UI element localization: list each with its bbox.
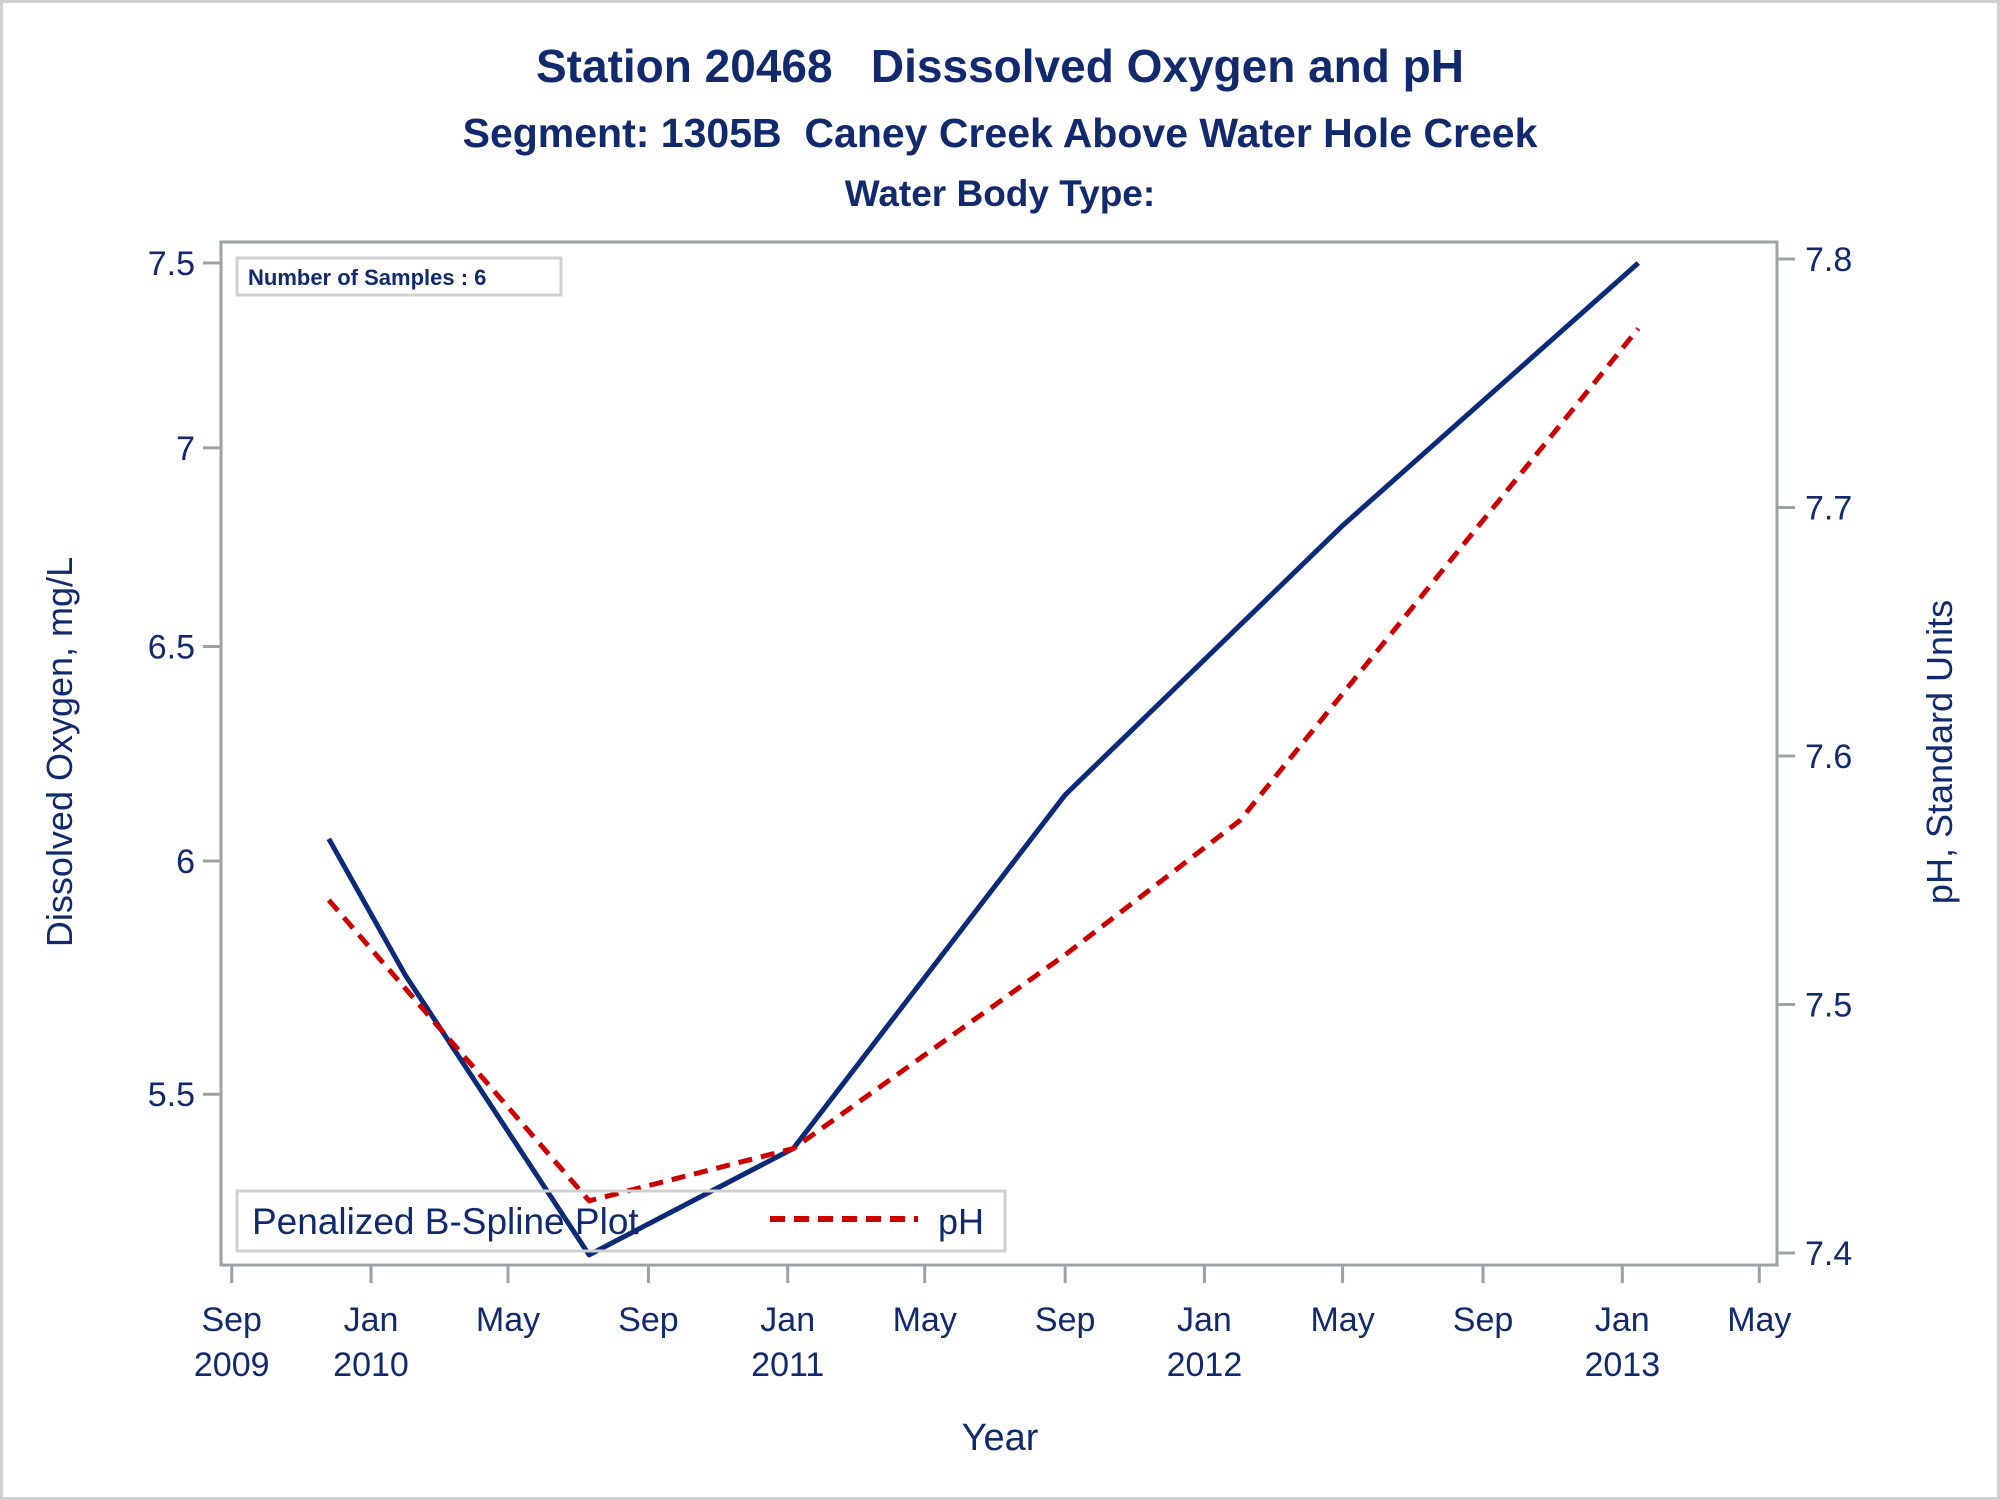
x-tick-label: Jan <box>1595 1301 1650 1339</box>
y-axis-left: 7.5 7 6.5 6 5.5 <box>148 245 221 1114</box>
chart-subtitle-2: Water Body Type: <box>845 173 1155 214</box>
x-tick-label: Sep <box>201 1301 262 1339</box>
y-left-tick-label: 7 <box>176 430 195 468</box>
annotation-text: Number of Samples : 6 <box>248 265 486 290</box>
y-axis-left-label: Dissolved Oxygen, mg/L <box>39 557 80 947</box>
y-left-tick-label: 7.5 <box>148 245 195 283</box>
sample-count-annotation: Number of Samples : 6 <box>235 256 563 297</box>
y-axis-right: 7.8 7.7 7.6 7.5 7.4 <box>1777 241 1852 1273</box>
x-tick-label: Sep <box>1453 1301 1514 1339</box>
x-tick-label: May <box>1727 1301 1791 1339</box>
legend-box <box>235 1189 1007 1253</box>
y-axis-right-label: pH, Standard Units <box>1919 600 1960 904</box>
chart-title: Station 20468 Disssolved Oxygen and pH <box>536 40 1464 92</box>
y-right-tick-label: 7.4 <box>1805 1235 1852 1273</box>
x-tick-label: Sep <box>1035 1301 1096 1339</box>
x-axis-label: Year <box>962 1417 1039 1459</box>
y-right-tick-label: 7.6 <box>1805 738 1852 776</box>
series-layer <box>326 261 1641 1258</box>
x-tick-label: Jan <box>344 1301 399 1339</box>
x-tick-label: May <box>476 1301 540 1339</box>
series-line-ph <box>326 327 1641 1204</box>
x-tick-label: Sep <box>618 1301 679 1339</box>
y-right-tick-label: 7.8 <box>1805 241 1852 279</box>
chart-subtitle: Segment: 1305B Caney Creek Above Water H… <box>463 110 1538 156</box>
x-tick-label: May <box>893 1301 957 1339</box>
y-left-tick-label: 5.5 <box>148 1076 195 1114</box>
y-left-tick-label: 6.5 <box>148 629 195 667</box>
x-tick-label: Jan <box>1177 1301 1232 1339</box>
x-axis: Sep 2009 Jan 2010 May Sep Jan 2011 May Sep Jan 2012… <box>194 1265 1791 1384</box>
x-tick-label: Jan <box>760 1301 815 1339</box>
y-right-tick-label: 7.7 <box>1805 490 1852 528</box>
x-tick-year-label: 2010 <box>333 1346 409 1384</box>
x-tick-year-label: 2013 <box>1584 1346 1660 1384</box>
annotation-box <box>235 256 563 297</box>
x-tick-year-label: 2011 <box>751 1346 824 1384</box>
y-right-tick-label: 7.5 <box>1805 987 1852 1025</box>
x-tick-year-label: 2012 <box>1167 1346 1243 1384</box>
plot-area <box>219 240 1779 1267</box>
y-left-tick-label: 6 <box>176 843 195 881</box>
legend-label-ph: pH <box>938 1201 984 1242</box>
legend: Penalized B-Spline Plot pH <box>235 1189 1007 1253</box>
x-tick-year-label: 2009 <box>194 1346 270 1384</box>
legend-title: Penalized B-Spline Plot <box>252 1201 639 1242</box>
x-tick-label: May <box>1310 1301 1374 1339</box>
